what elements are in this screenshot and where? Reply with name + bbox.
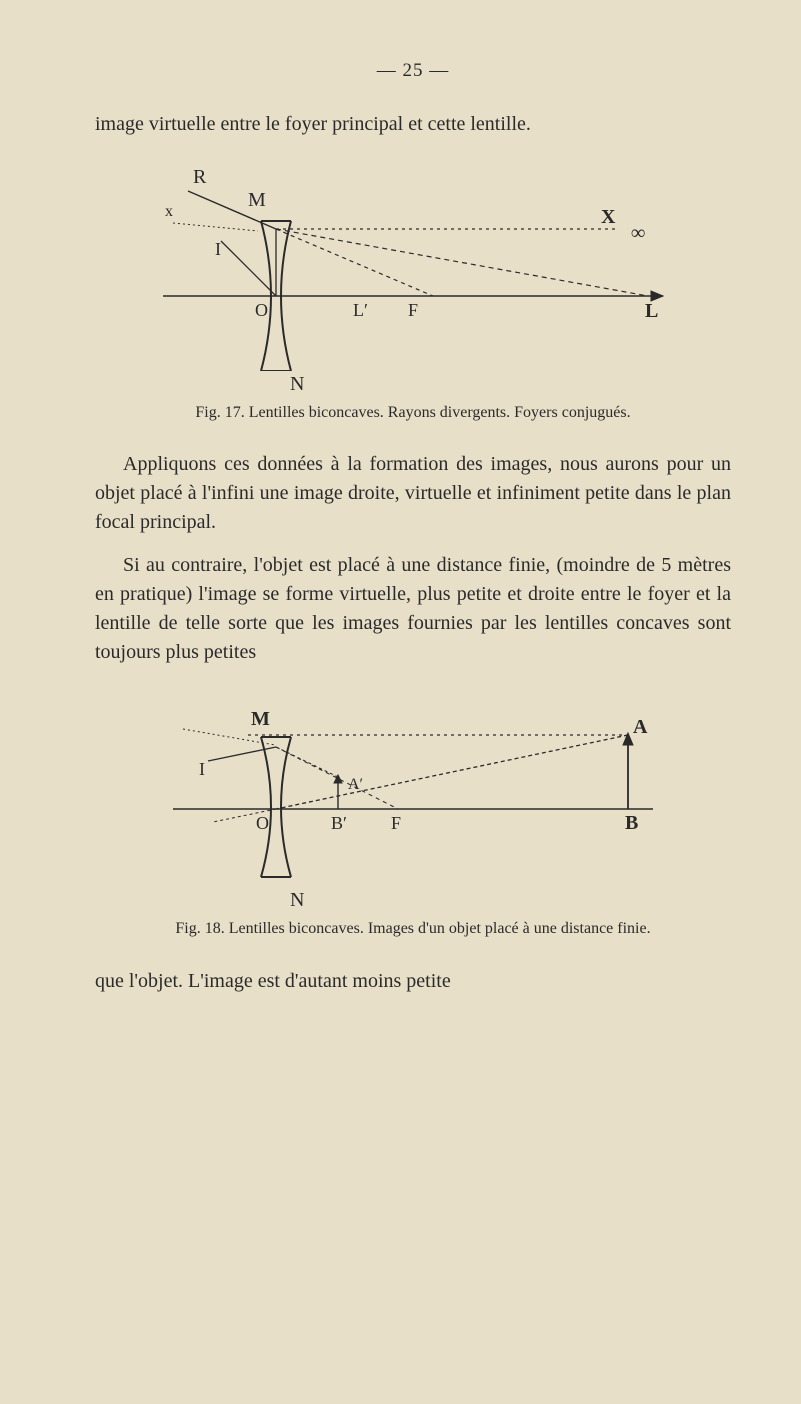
- paragraph-3: Si au contraire, l'objet est placé à une…: [95, 551, 731, 667]
- fig18-label-F: F: [391, 813, 401, 833]
- fig17-label-M: M: [248, 189, 266, 211]
- paragraph-2: Appliquons ces données à la formation de…: [95, 450, 731, 537]
- fig17-label-L: L: [645, 300, 658, 322]
- fig18-label-B: B: [625, 812, 638, 834]
- fig18-label-O: O: [256, 813, 269, 833]
- fig18-label-M: M: [251, 708, 270, 730]
- fig18-label-A: A: [633, 716, 648, 738]
- page-container: — 25 — image virtuelle entre le foyer pr…: [0, 0, 801, 1404]
- fig17-label-inf: ∞: [631, 222, 645, 244]
- fig17-label-N: N: [290, 373, 731, 396]
- fig18-label-Aprime: A′: [348, 776, 363, 793]
- paragraph-1: image virtuelle entre le foyer principal…: [95, 110, 731, 139]
- fig17-label-Lprime: L′: [353, 300, 368, 320]
- figure-18: M I O B′ F B A A′: [153, 689, 673, 879]
- fig17-label-O: O: [255, 300, 268, 320]
- fig17-label-X: X: [601, 206, 616, 228]
- fig17-label-F: F: [408, 300, 418, 320]
- fig17-label-R: R: [193, 166, 207, 188]
- figure-17: R x M I X ∞ O L′ F L: [153, 161, 673, 371]
- fig18-label-N: N: [290, 889, 731, 912]
- figure-17-caption: Fig. 17. Lentilles biconcaves. Rayons di…: [95, 402, 731, 424]
- fig17-label-x: x: [165, 203, 173, 220]
- figure-18-caption: Fig. 18. Lentilles biconcaves. Images d'…: [95, 918, 731, 940]
- fig18-label-Bprime: B′: [331, 813, 347, 833]
- paragraph-4: que l'objet. L'image est d'autant moins …: [95, 967, 731, 996]
- fig18-label-I: I: [199, 759, 205, 779]
- fig17-label-I: I: [215, 239, 221, 259]
- page-number: — 25 —: [95, 60, 731, 82]
